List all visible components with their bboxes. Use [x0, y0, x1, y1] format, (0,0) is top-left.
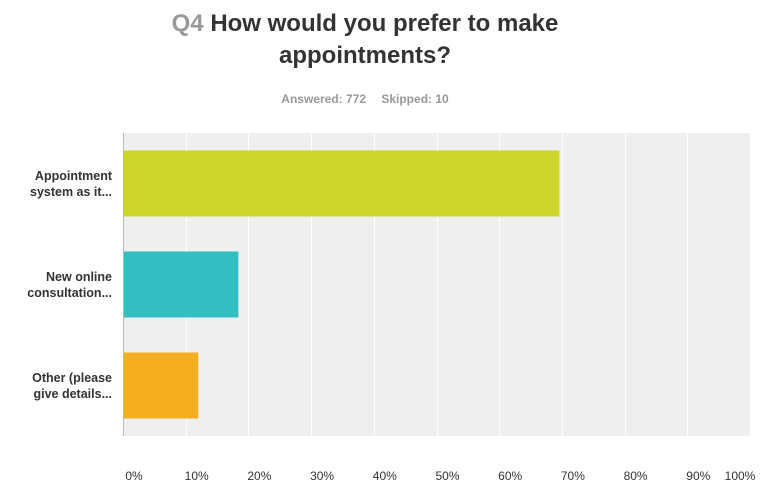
x-tick-label: 60%	[498, 469, 523, 483]
answered-count: Answered: 772	[281, 92, 366, 106]
x-tick-label: 20%	[247, 469, 272, 483]
x-tick-label: 10%	[184, 469, 209, 483]
category-label-line: New online	[46, 269, 112, 284]
x-tick-label: 80%	[623, 469, 648, 483]
question-text-line1: How would you prefer to make	[210, 10, 559, 37]
bar[interactable]	[124, 251, 239, 318]
bar[interactable]	[124, 352, 199, 419]
category-label: New online consultation...	[0, 269, 112, 301]
response-stats: Answered: 772 Skipped: 10	[0, 92, 730, 106]
question-number: Q4	[171, 10, 204, 37]
x-tick-label: 30%	[310, 469, 335, 483]
category-label-line: give details...	[33, 386, 112, 401]
x-tick-label: 90%	[686, 469, 711, 483]
chart-title: Q4 How would you prefer to make appointm…	[0, 8, 730, 72]
x-tick-label: 50%	[435, 469, 460, 483]
bar[interactable]	[124, 150, 560, 217]
x-tick-label: 70%	[560, 469, 585, 483]
category-label: Appointment system as it...	[0, 168, 112, 200]
x-tick-label: 40%	[372, 469, 397, 483]
category-label-line: Other (please	[32, 370, 112, 385]
category-label-line: Appointment	[34, 168, 112, 183]
x-tick-label: 100%	[724, 469, 756, 483]
category-label: Other (please give details...	[0, 370, 112, 402]
question-text-line2: appointments?	[279, 42, 451, 69]
category-label-line: consultation...	[27, 285, 112, 300]
x-tick-label: 0%	[125, 469, 143, 483]
skipped-count: Skipped: 10	[381, 92, 449, 106]
title-line-1: Q4 How would you prefer to make	[0, 8, 730, 40]
category-label-line: system as it...	[30, 184, 112, 199]
